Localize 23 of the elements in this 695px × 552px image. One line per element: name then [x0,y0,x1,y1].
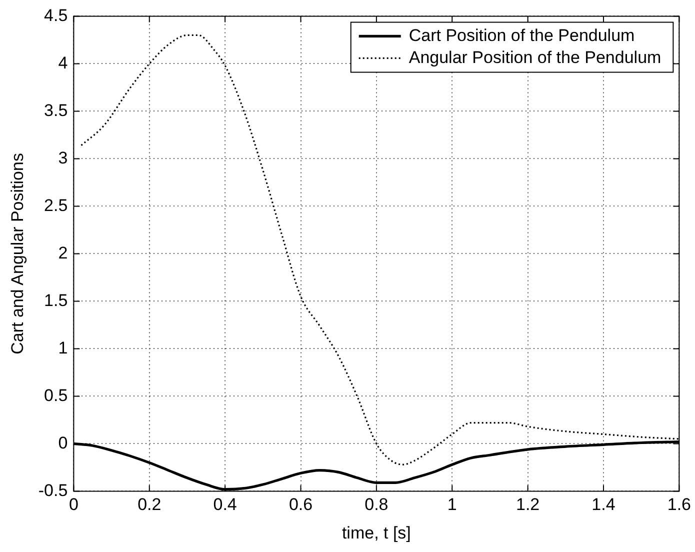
x-tick-label: 0.4 [213,495,237,514]
x-tick-label: 1.4 [592,495,616,514]
x-tick-label: 0.8 [364,495,388,514]
x-tick-label: 1.2 [516,495,540,514]
y-tick-label: 1 [58,338,68,358]
legend-label: Cart Position of the Pendulum [408,26,635,45]
y-tick-label: 2 [58,243,68,262]
legend-label: Angular Position of the Pendulum [408,48,662,67]
y-tick-label: 4.5 [44,6,68,25]
x-tick-label: 1 [447,495,457,514]
x-tick-label: 0.2 [138,495,162,514]
x-tick-label: 1.6 [667,495,692,514]
y-tick-label: 2.5 [44,196,68,215]
y-tick-label: 4 [58,53,68,72]
y-tick-label: 0.5 [44,386,68,405]
y-axis-title: Cart and Angular Positions [8,153,27,354]
y-tick-label: 1.5 [44,290,68,310]
y-tick-label: 0 [58,433,68,452]
y-tick-label: 3 [58,148,68,168]
y-tick-label: -0.5 [38,480,68,500]
x-axis-title: time, t [s] [342,523,411,542]
y-tick-label: 3.5 [44,100,68,120]
x-tick-label: 0.6 [288,495,313,514]
